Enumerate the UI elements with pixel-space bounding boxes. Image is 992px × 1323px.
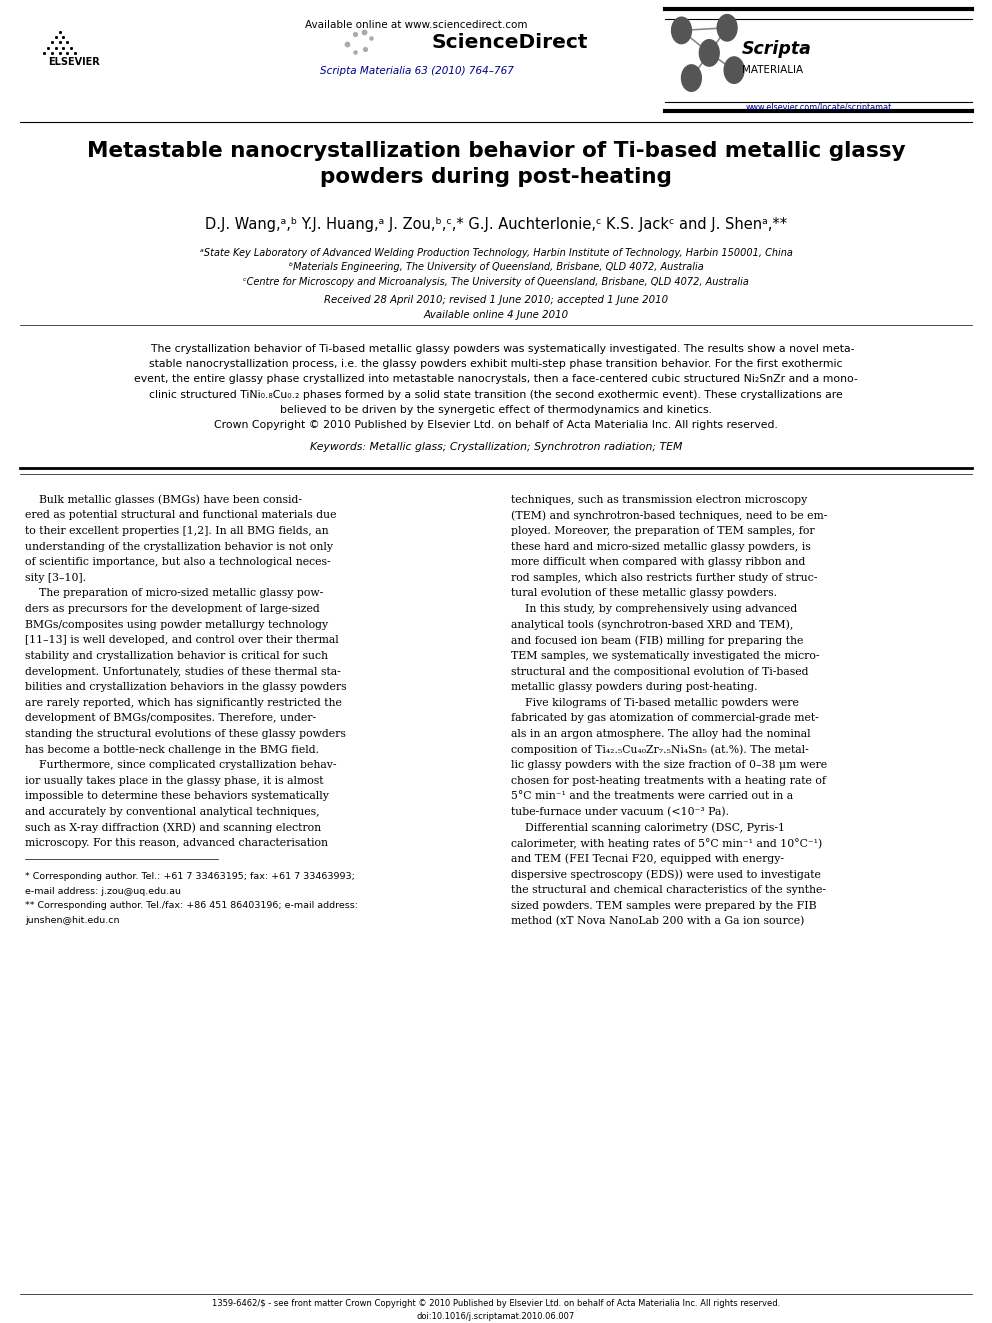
- Text: Keywords: Metallic glass; Crystallization; Synchrotron radiation; TEM: Keywords: Metallic glass; Crystallizatio…: [310, 442, 682, 452]
- Circle shape: [682, 65, 701, 91]
- Text: Available online at www.sciencedirect.com: Available online at www.sciencedirect.co…: [306, 20, 528, 30]
- Text: In this study, by comprehensively using advanced: In this study, by comprehensively using …: [511, 605, 798, 614]
- Text: als in an argon atmosphere. The alloy had the nominal: als in an argon atmosphere. The alloy ha…: [511, 729, 810, 740]
- Text: and TEM (FEI Tecnai F20, equipped with energy-: and TEM (FEI Tecnai F20, equipped with e…: [511, 853, 784, 864]
- Text: ᵇMaterials Engineering, The University of Queensland, Brisbane, QLD 4072, Austra: ᵇMaterials Engineering, The University o…: [289, 262, 703, 273]
- Text: The preparation of micro-sized metallic glassy pow-: The preparation of micro-sized metallic …: [25, 589, 323, 598]
- Text: clinic structured TiNi₀.₈Cu₀.₂ phases formed by a solid state transition (the se: clinic structured TiNi₀.₈Cu₀.₂ phases fo…: [149, 389, 843, 400]
- Text: The crystallization behavior of Ti-based metallic glassy powders was systematica: The crystallization behavior of Ti-based…: [137, 344, 855, 355]
- Circle shape: [724, 57, 744, 83]
- Text: tural evolution of these metallic glassy powders.: tural evolution of these metallic glassy…: [511, 589, 777, 598]
- Text: more difficult when compared with glassy ribbon and: more difficult when compared with glassy…: [511, 557, 806, 568]
- Text: 1359-6462/$ - see front matter Crown Copyright © 2010 Published by Elsevier Ltd.: 1359-6462/$ - see front matter Crown Cop…: [212, 1299, 780, 1308]
- Text: the structural and chemical characteristics of the synthe-: the structural and chemical characterist…: [511, 885, 826, 896]
- Text: calorimeter, with heating rates of 5°C min⁻¹ and 10°C⁻¹): calorimeter, with heating rates of 5°C m…: [511, 839, 822, 849]
- Text: tube-furnace under vacuum (<10⁻³ Pa).: tube-furnace under vacuum (<10⁻³ Pa).: [511, 807, 729, 818]
- Text: metallic glassy powders during post-heating.: metallic glassy powders during post-heat…: [511, 683, 757, 692]
- Text: understanding of the crystallization behavior is not only: understanding of the crystallization beh…: [25, 541, 332, 552]
- Text: bilities and crystallization behaviors in the glassy powders: bilities and crystallization behaviors i…: [25, 683, 346, 692]
- Text: these hard and micro-sized metallic glassy powders, is: these hard and micro-sized metallic glas…: [511, 541, 810, 552]
- Text: such as X-ray diffraction (XRD) and scanning electron: such as X-ray diffraction (XRD) and scan…: [25, 823, 321, 833]
- Text: junshen@hit.edu.cn: junshen@hit.edu.cn: [25, 916, 119, 925]
- Text: structural and the compositional evolution of Ti-based: structural and the compositional evoluti…: [511, 667, 808, 676]
- Text: BMGs/composites using powder metallurgy technology: BMGs/composites using powder metallurgy …: [25, 619, 328, 630]
- Text: event, the entire glassy phase crystallized into metastable nanocrystals, then a: event, the entire glassy phase crystalli…: [134, 374, 858, 385]
- Circle shape: [699, 40, 719, 66]
- Text: has become a bottle-neck challenge in the BMG field.: has become a bottle-neck challenge in th…: [25, 745, 318, 754]
- Text: stable nanocrystallization process, i.e. the glassy powders exhibit multi-step p: stable nanocrystallization process, i.e.…: [149, 359, 843, 369]
- Text: ered as potential structural and functional materials due: ered as potential structural and functio…: [25, 511, 336, 520]
- Text: e-mail address: j.zou@uq.edu.au: e-mail address: j.zou@uq.edu.au: [25, 886, 181, 896]
- Text: rod samples, which also restricts further study of struc-: rod samples, which also restricts furthe…: [511, 573, 817, 583]
- Text: of scientific importance, but also a technological neces-: of scientific importance, but also a tec…: [25, 557, 330, 568]
- Text: ᵃState Key Laboratory of Advanced Welding Production Technology, Harbin Institut: ᵃState Key Laboratory of Advanced Weldin…: [199, 247, 793, 258]
- Text: (TEM) and synchrotron-based techniques, need to be em-: (TEM) and synchrotron-based techniques, …: [511, 511, 827, 521]
- Text: microscopy. For this reason, advanced characterisation: microscopy. For this reason, advanced ch…: [25, 839, 327, 848]
- Text: standing the structural evolutions of these glassy powders: standing the structural evolutions of th…: [25, 729, 345, 740]
- Text: ior usually takes place in the glassy phase, it is almost: ior usually takes place in the glassy ph…: [25, 775, 323, 786]
- Text: Crown Copyright © 2010 Published by Elsevier Ltd. on behalf of Acta Materialia I: Crown Copyright © 2010 Published by Else…: [214, 421, 778, 430]
- Text: to their excellent properties [1,2]. In all BMG fields, an: to their excellent properties [1,2]. In …: [25, 527, 328, 536]
- Text: Received 28 April 2010; revised 1 June 2010; accepted 1 June 2010: Received 28 April 2010; revised 1 June 2…: [324, 295, 668, 306]
- Text: 5°C min⁻¹ and the treatments were carried out in a: 5°C min⁻¹ and the treatments were carrie…: [511, 791, 793, 802]
- Circle shape: [672, 17, 691, 44]
- Text: stability and crystallization behavior is critical for such: stability and crystallization behavior i…: [25, 651, 327, 662]
- Text: dispersive spectroscopy (EDS)) were used to investigate: dispersive spectroscopy (EDS)) were used…: [511, 869, 820, 880]
- Text: sized powders. TEM samples were prepared by the FIB: sized powders. TEM samples were prepared…: [511, 901, 816, 910]
- Text: ᶜCentre for Microscopy and Microanalysis, The University of Queensland, Brisbane: ᶜCentre for Microscopy and Microanalysis…: [243, 277, 749, 287]
- Text: are rarely reported, which has significantly restricted the: are rarely reported, which has significa…: [25, 697, 341, 708]
- Text: Scripta Materialia 63 (2010) 764–767: Scripta Materialia 63 (2010) 764–767: [319, 66, 514, 77]
- Text: www.elsevier.com/locate/scriptamat: www.elsevier.com/locate/scriptamat: [745, 103, 892, 111]
- Text: analytical tools (synchrotron-based XRD and TEM),: analytical tools (synchrotron-based XRD …: [511, 619, 794, 630]
- Text: Five kilograms of Ti-based metallic powders were: Five kilograms of Ti-based metallic powd…: [511, 697, 799, 708]
- Text: and accurately by conventional analytical techniques,: and accurately by conventional analytica…: [25, 807, 319, 818]
- Text: D.J. Wang,ᵃ,ᵇ Y.J. Huang,ᵃ J. Zou,ᵇ,ᶜ,* G.J. Auchterlonie,ᶜ K.S. Jackᶜ and J. Sh: D.J. Wang,ᵃ,ᵇ Y.J. Huang,ᵃ J. Zou,ᵇ,ᶜ,* …: [205, 217, 787, 233]
- Text: [11–13] is well developed, and control over their thermal: [11–13] is well developed, and control o…: [25, 635, 338, 646]
- Text: * Corresponding author. Tel.: +61 7 33463195; fax: +61 7 33463993;: * Corresponding author. Tel.: +61 7 3346…: [25, 872, 355, 881]
- Text: techniques, such as transmission electron microscopy: techniques, such as transmission electro…: [511, 495, 807, 505]
- Text: method (xT Nova NanoLab 200 with a Ga ion source): method (xT Nova NanoLab 200 with a Ga io…: [511, 917, 805, 926]
- Text: Bulk metallic glasses (BMGs) have been consid-: Bulk metallic glasses (BMGs) have been c…: [25, 495, 302, 505]
- Text: lic glassy powders with the size fraction of 0–38 μm were: lic glassy powders with the size fractio…: [511, 761, 827, 770]
- Text: Furthermore, since complicated crystallization behav-: Furthermore, since complicated crystalli…: [25, 761, 336, 770]
- Text: ** Corresponding author. Tel./fax: +86 451 86403196; e-mail address:: ** Corresponding author. Tel./fax: +86 4…: [25, 901, 358, 910]
- Text: doi:10.1016/j.scriptamat.2010.06.007: doi:10.1016/j.scriptamat.2010.06.007: [417, 1312, 575, 1322]
- Text: ployed. Moreover, the preparation of TEM samples, for: ployed. Moreover, the preparation of TEM…: [511, 527, 814, 536]
- Text: composition of Ti₄₂.₅Cu₄₀Zr₇.₅Ni₄Sn₅ (at.%). The metal-: composition of Ti₄₂.₅Cu₄₀Zr₇.₅Ni₄Sn₅ (at…: [511, 745, 808, 755]
- Text: development of BMGs/composites. Therefore, under-: development of BMGs/composites. Therefor…: [25, 713, 315, 724]
- Text: ders as precursors for the development of large-sized: ders as precursors for the development o…: [25, 605, 319, 614]
- Text: and focused ion beam (FIB) milling for preparing the: and focused ion beam (FIB) milling for p…: [511, 635, 804, 646]
- Text: chosen for post-heating treatments with a heating rate of: chosen for post-heating treatments with …: [511, 775, 826, 786]
- Text: MATERIALIA: MATERIALIA: [742, 65, 804, 75]
- Text: sity [3–10].: sity [3–10].: [25, 573, 85, 583]
- Text: ELSEVIER: ELSEVIER: [49, 57, 100, 67]
- Text: Differential scanning calorimetry (DSC, Pyris-1: Differential scanning calorimetry (DSC, …: [511, 823, 785, 833]
- Text: Scripta: Scripta: [742, 40, 811, 58]
- Text: believed to be driven by the synergetic effect of thermodynamics and kinetics.: believed to be driven by the synergetic …: [280, 405, 712, 415]
- Text: Available online 4 June 2010: Available online 4 June 2010: [424, 310, 568, 320]
- Text: development. Unfortunately, studies of these thermal sta-: development. Unfortunately, studies of t…: [25, 667, 340, 676]
- Text: ScienceDirect: ScienceDirect: [432, 33, 588, 52]
- Circle shape: [717, 15, 737, 41]
- Text: Metastable nanocrystallization behavior of Ti-based metallic glassy
powders duri: Metastable nanocrystallization behavior …: [86, 140, 906, 188]
- Text: impossible to determine these behaviors systematically: impossible to determine these behaviors …: [25, 791, 328, 802]
- Text: TEM samples, we systematically investigated the micro-: TEM samples, we systematically investiga…: [511, 651, 819, 662]
- Text: fabricated by gas atomization of commercial-grade met-: fabricated by gas atomization of commerc…: [511, 713, 818, 724]
